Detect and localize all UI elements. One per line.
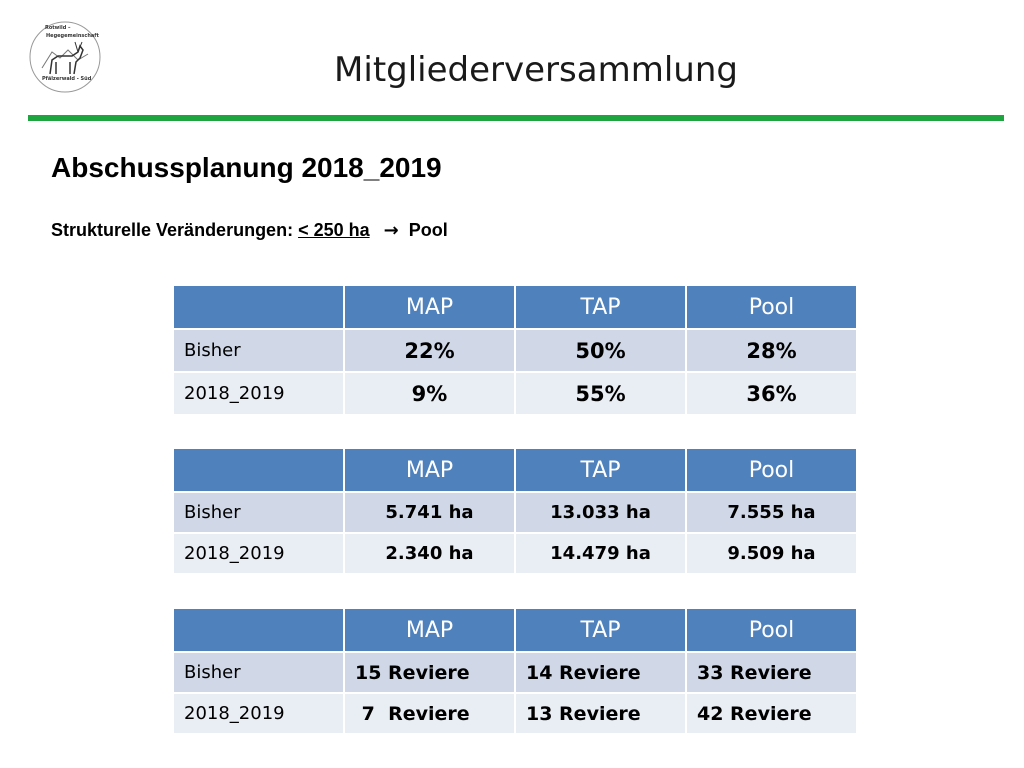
cell-tap: 13.033 ha [516,493,687,534]
header-cell-tap: TAP [516,609,687,653]
table-row: 2018_2019 7 Reviere 13 Reviere 42 Revier… [174,694,858,735]
cell-tap: 14 Reviere [516,653,687,694]
deer-logo-icon [29,21,101,93]
row-label: 2018_2019 [174,534,345,575]
cell-map: 7 Reviere [345,694,516,735]
header-cell-empty [174,286,345,330]
cell-map: 5.741 ha [345,493,516,534]
cell-pool: 9.509 ha [687,534,858,575]
logo: Rotwild – Hegegemeinschaft Pfälzerwald -… [28,20,102,94]
cell-pool: 7.555 ha [687,493,858,534]
cell-tap: 55% [516,373,687,416]
header-cell-map: MAP [345,286,516,330]
cell-tap: 14.479 ha [516,534,687,575]
subheading-target: Pool [408,220,448,240]
header-cell-tap: TAP [516,449,687,493]
row-label: Bisher [174,653,345,694]
table-row: Bisher 15 Reviere 14 Reviere 33 Reviere [174,653,858,694]
table-row: Bisher 22% 50% 28% [174,330,858,373]
table-row: 2018_2019 2.340 ha 14.479 ha 9.509 ha [174,534,858,575]
cell-map: 15 Reviere [345,653,516,694]
logo-text-line3: Pfälzerwald - Süd [42,76,92,82]
header-cell-tap: TAP [516,286,687,330]
header-cell-pool: Pool [687,449,858,493]
subheading-prefix: Strukturelle Veränderungen: [51,220,299,240]
cell-tap: 50% [516,330,687,373]
cell-map: 2.340 ha [345,534,516,575]
cell-map: 22% [345,330,516,373]
area-table: MAP TAP Pool Bisher 5.741 ha 13.033 ha 7… [174,449,858,575]
header-cell-empty [174,449,345,493]
page-heading: Abschussplanung 2018_2019 [51,152,442,183]
subheading: Strukturelle Veränderungen: < 250 ha → Poo… [51,220,448,241]
slide-title: Mitgliederversammlung [334,50,738,90]
reviere-table: MAP TAP Pool Bisher 15 Reviere 14 Revier… [174,609,858,735]
header-cell-map: MAP [345,609,516,653]
header-cell-map: MAP [345,449,516,493]
share-table: MAP TAP Pool Bisher 22% 50% 28% 2018_201… [174,286,858,416]
arrow-right-icon: → [383,220,399,241]
header-cell-empty [174,609,345,653]
cell-pool: 42 Reviere [687,694,858,735]
cell-pool: 36% [687,373,858,416]
row-label: 2018_2019 [174,373,345,416]
cell-pool: 33 Reviere [687,653,858,694]
title-divider [28,115,1004,121]
cell-map: 9% [345,373,516,416]
table-row: Bisher 5.741 ha 13.033 ha 7.555 ha [174,493,858,534]
row-label: Bisher [174,330,345,373]
subheading-threshold: < 250 ha [298,220,370,240]
header-cell-pool: Pool [687,286,858,330]
row-label: 2018_2019 [174,694,345,735]
cell-tap: 13 Reviere [516,694,687,735]
logo-text-line2: Hegegemeinschaft [46,33,99,39]
logo-text-line1: Rotwild – [45,25,71,31]
header-cell-pool: Pool [687,609,858,653]
table-row: 2018_2019 9% 55% 36% [174,373,858,416]
row-label: Bisher [174,493,345,534]
cell-pool: 28% [687,330,858,373]
